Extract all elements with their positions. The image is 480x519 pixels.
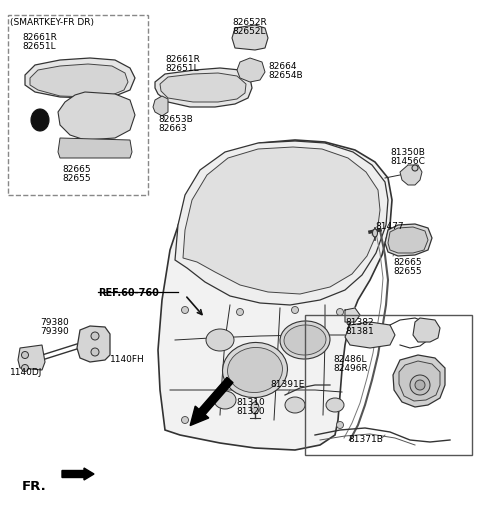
Ellipse shape	[336, 421, 344, 429]
Text: 81381: 81381	[345, 327, 374, 336]
Polygon shape	[399, 361, 440, 401]
Polygon shape	[413, 318, 440, 342]
Polygon shape	[237, 58, 265, 82]
Ellipse shape	[22, 364, 28, 372]
Text: 81320: 81320	[236, 407, 264, 416]
Text: 81371B: 81371B	[348, 435, 383, 444]
Text: 81382: 81382	[345, 318, 373, 327]
Polygon shape	[175, 141, 388, 305]
Polygon shape	[385, 224, 432, 256]
Polygon shape	[155, 68, 252, 107]
Ellipse shape	[415, 380, 425, 390]
Text: 81391E: 81391E	[270, 380, 304, 389]
Ellipse shape	[91, 332, 99, 340]
Polygon shape	[232, 25, 268, 50]
Text: 82653B: 82653B	[158, 115, 193, 124]
Ellipse shape	[228, 347, 282, 392]
Polygon shape	[77, 326, 110, 362]
Polygon shape	[58, 138, 132, 158]
Text: 82651L: 82651L	[22, 42, 56, 51]
Text: 1140FH: 1140FH	[110, 355, 145, 364]
Ellipse shape	[181, 417, 189, 424]
Text: 82654B: 82654B	[268, 71, 302, 80]
Ellipse shape	[291, 307, 299, 313]
Ellipse shape	[251, 402, 259, 414]
Ellipse shape	[22, 351, 28, 359]
Ellipse shape	[223, 343, 288, 398]
Ellipse shape	[410, 375, 430, 395]
Text: 82661R: 82661R	[22, 33, 57, 42]
Ellipse shape	[214, 391, 236, 409]
Polygon shape	[153, 96, 168, 116]
Polygon shape	[345, 308, 360, 322]
Text: 82486L: 82486L	[333, 355, 367, 364]
Ellipse shape	[372, 229, 377, 237]
Text: 82664: 82664	[268, 62, 297, 71]
Polygon shape	[160, 73, 246, 102]
Text: 81456C: 81456C	[390, 157, 425, 166]
Text: 79390: 79390	[40, 327, 69, 336]
Polygon shape	[58, 92, 135, 140]
Ellipse shape	[284, 325, 326, 355]
Ellipse shape	[237, 308, 243, 316]
Bar	[305, 315, 472, 455]
Text: (SMARTKEY-FR DR): (SMARTKEY-FR DR)	[10, 18, 94, 27]
Text: 81477: 81477	[375, 222, 404, 231]
Text: 81310: 81310	[236, 398, 265, 407]
Text: 1140DJ: 1140DJ	[10, 368, 42, 377]
Polygon shape	[388, 227, 428, 253]
Text: 82655: 82655	[393, 267, 421, 276]
Ellipse shape	[91, 348, 99, 356]
Ellipse shape	[336, 308, 344, 316]
Text: 82496R: 82496R	[333, 364, 368, 373]
Text: 82652R: 82652R	[232, 18, 267, 27]
Ellipse shape	[280, 321, 330, 359]
Polygon shape	[345, 322, 395, 348]
Text: FR.: FR.	[22, 480, 47, 493]
Polygon shape	[183, 147, 380, 294]
Text: 82661R: 82661R	[165, 55, 200, 64]
Polygon shape	[393, 355, 445, 407]
Polygon shape	[18, 345, 45, 370]
Text: REF.60-760: REF.60-760	[98, 288, 159, 298]
Text: 82651L: 82651L	[165, 64, 199, 73]
Polygon shape	[400, 165, 422, 185]
FancyArrow shape	[190, 377, 233, 426]
Text: 82665: 82665	[393, 258, 421, 267]
Text: 82655: 82655	[62, 174, 91, 183]
Text: 82652L: 82652L	[232, 27, 265, 36]
Polygon shape	[30, 64, 128, 97]
Text: 81350B: 81350B	[390, 148, 425, 157]
Ellipse shape	[326, 398, 344, 412]
Text: 79380: 79380	[40, 318, 69, 327]
Polygon shape	[25, 58, 135, 98]
Ellipse shape	[412, 165, 418, 171]
Ellipse shape	[181, 307, 189, 313]
Bar	[8, 15, 148, 195]
Text: 82663: 82663	[158, 124, 187, 133]
Ellipse shape	[31, 109, 49, 131]
Text: 82665: 82665	[62, 165, 91, 174]
Ellipse shape	[206, 329, 234, 351]
Polygon shape	[158, 140, 392, 450]
Ellipse shape	[285, 397, 305, 413]
FancyArrow shape	[62, 468, 94, 480]
